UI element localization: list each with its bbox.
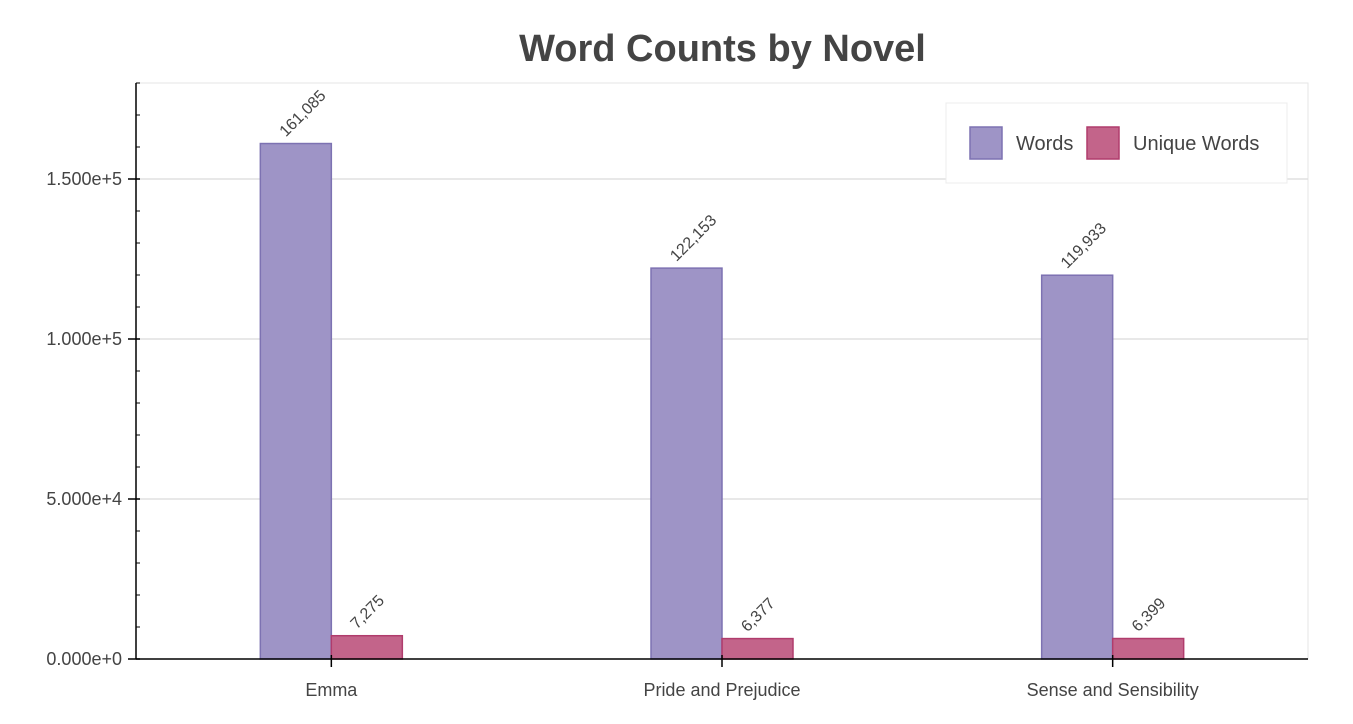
y-tick-label: 1.500e+5 xyxy=(46,169,122,189)
x-tick-label: Pride and Prejudice xyxy=(643,680,800,700)
legend-label: Words xyxy=(1016,133,1073,155)
y-tick-label: 1.000e+5 xyxy=(46,329,122,349)
x-tick-label: Sense and Sensibility xyxy=(1027,680,1199,700)
bar-unique-words-2 xyxy=(1111,637,1185,660)
bar-unique-words-0 xyxy=(330,634,404,660)
legend: Words Unique Words xyxy=(945,102,1288,184)
y-tick-label: 5.000e+4 xyxy=(46,489,122,509)
data-label: 161,085 xyxy=(277,87,330,140)
data-label: 6,399 xyxy=(1129,595,1169,635)
y-tick-label: 0.000e+0 xyxy=(46,649,122,669)
data-label: 7,275 xyxy=(348,592,388,632)
bars xyxy=(259,142,1185,660)
data-label: 6,377 xyxy=(738,595,778,635)
bar-words-2 xyxy=(1040,274,1114,660)
x-tick-label: Emma xyxy=(305,680,358,700)
axes: 0.000e+0 5.000e+4 1.000e+5 1.500e+5 Emma Prid… xyxy=(46,82,1308,700)
data-label: 119,933 xyxy=(1058,220,1110,272)
legend-swatch xyxy=(969,126,1003,160)
bar-words-1 xyxy=(650,267,723,660)
bar-unique-words-1 xyxy=(721,637,794,660)
legend-swatch xyxy=(1086,126,1120,160)
data-label: 122,153 xyxy=(667,212,720,265)
bar-words-0 xyxy=(259,142,333,660)
chart-title: Word Counts by Novel xyxy=(519,28,926,70)
legend-label: Unique Words xyxy=(1133,133,1259,155)
